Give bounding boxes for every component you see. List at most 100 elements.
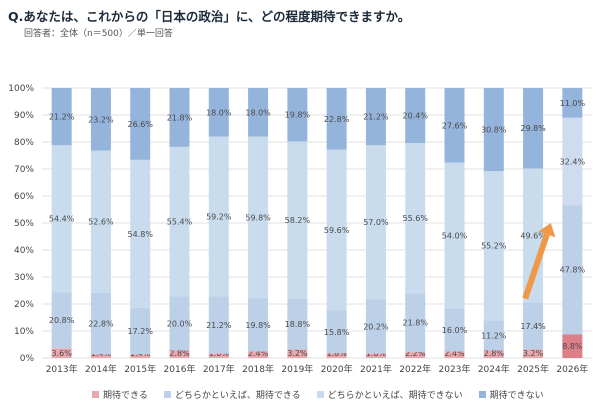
x-tick-label: 2023年 (439, 363, 471, 375)
x-tick-label: 2013年 (46, 363, 78, 375)
legend-label-expect: 期待できる (103, 391, 148, 401)
data-label: 52.6% (88, 218, 114, 227)
bar-segment (90, 150, 111, 293)
x-tick-label: 2022年 (399, 363, 431, 375)
data-label: 15.8% (324, 328, 350, 337)
data-label: 11.0% (560, 99, 586, 108)
data-label: 21.8% (167, 113, 193, 122)
data-label: 21.2% (206, 321, 232, 330)
data-label: 2.8% (169, 349, 190, 358)
legend-item-somewhat-not: どちらかといえば、期待できない (316, 388, 463, 401)
data-label: 54.0% (442, 231, 468, 240)
data-label: 58.2% (285, 216, 311, 225)
data-label: 32.4% (560, 157, 586, 166)
bar-segment (326, 88, 347, 150)
data-label: 8.8% (562, 342, 583, 351)
data-label: 49.6% (520, 231, 546, 240)
data-label: 55.4% (167, 218, 193, 227)
data-label: 22.8% (324, 115, 350, 124)
y-tick-label: 50% (14, 219, 34, 229)
bar-segment (90, 292, 111, 355)
bar-segment (444, 88, 465, 163)
data-label: 29.8% (520, 124, 546, 133)
data-label: 19.8% (245, 321, 271, 330)
data-label: 54.8% (128, 230, 154, 239)
x-tick-label: 2017年 (203, 363, 235, 375)
bar-segment (483, 350, 504, 358)
bar-segment (248, 88, 269, 137)
y-tick-label: 0% (20, 354, 35, 364)
bar-segment (208, 136, 229, 297)
data-label: 23.2% (88, 115, 114, 124)
data-label: 26.6% (128, 120, 154, 129)
bar-segment (444, 351, 465, 358)
legend-label-not-expect: 期待できない (489, 391, 544, 401)
bar-segment (365, 353, 386, 358)
bar-segment (169, 296, 190, 351)
bar-segment (208, 88, 229, 137)
data-label: 47.8% (560, 266, 586, 275)
y-tick-label: 100% (8, 84, 34, 94)
bar-segment (130, 88, 151, 160)
legend-swatch-expect (92, 391, 99, 398)
data-label: 55.2% (481, 242, 507, 251)
data-label: 57.0% (363, 218, 389, 227)
bar-segment (405, 352, 426, 358)
bar-segment (248, 298, 269, 352)
chart-subtitle: 回答者：全体（n＝500）／単一回答 (24, 29, 173, 39)
y-tick-label: 40% (14, 246, 34, 256)
bar-segment (287, 88, 308, 142)
data-label: 22.8% (88, 319, 114, 328)
bar-segment (51, 145, 72, 293)
bar-segment (562, 88, 583, 118)
x-tick-label: 2025年 (517, 363, 549, 375)
bar-segment (405, 293, 426, 353)
bar-segment (130, 159, 151, 308)
y-tick-label: 80% (14, 138, 34, 148)
bar-segment (523, 88, 544, 169)
highlight-arrow-head (538, 223, 556, 238)
bar-segment (483, 171, 504, 321)
bar-segment (248, 351, 269, 358)
bar-segment (208, 353, 229, 358)
highlight-arrow-shaft (522, 233, 550, 300)
bar-segment (287, 349, 308, 358)
data-label: 20.8% (49, 316, 75, 325)
data-label: 2.2% (405, 349, 426, 358)
y-tick-label: 30% (14, 273, 34, 283)
bar-segment (169, 350, 190, 358)
x-tick-label: 2019年 (281, 363, 313, 375)
data-label: 30.8% (481, 126, 507, 135)
data-label: 3.6% (51, 349, 72, 358)
legend-item-not-expect: 期待できない (478, 388, 544, 401)
legend-label-somewhat-not: どちらかといえば、期待できない (327, 391, 463, 401)
data-label: 19.8% (285, 111, 311, 120)
data-label: 11.2% (481, 331, 507, 340)
legend-label-somewhat-expect: どちらかといえば、期待できる (174, 391, 301, 401)
y-tick-label: 70% (14, 165, 34, 175)
x-tick-label: 2014年 (85, 363, 117, 375)
bar-segment (287, 141, 308, 299)
data-label: 2.8% (484, 349, 505, 358)
bar-segment (405, 88, 426, 144)
bar-segment (523, 302, 544, 350)
data-label: 20.0% (167, 319, 193, 328)
x-tick-label: 2021年 (360, 363, 392, 375)
data-label: 20.4% (403, 112, 429, 121)
data-label: 17.2% (128, 327, 154, 336)
data-label: 16.0% (442, 326, 468, 335)
bar-segment (444, 162, 465, 309)
data-label: 59.8% (245, 213, 271, 222)
bar-segment (130, 307, 151, 355)
data-label: 21.2% (49, 113, 75, 122)
bar-segment (562, 334, 583, 358)
chart-legend: 期待できる どちらかといえば、期待できる どちらかといえば、期待できない 期待で… (92, 388, 544, 401)
chart-title: Q.あなたは、これからの「日本の政治」に、どの程度期待できますか。 (8, 9, 411, 24)
y-tick-label: 60% (14, 192, 34, 202)
data-label: 2.4% (248, 349, 269, 358)
data-label: 18.0% (245, 108, 271, 117)
bar-segment (208, 296, 229, 354)
x-tick-label: 2020年 (321, 363, 353, 375)
x-tick-label: 2018年 (242, 363, 274, 375)
